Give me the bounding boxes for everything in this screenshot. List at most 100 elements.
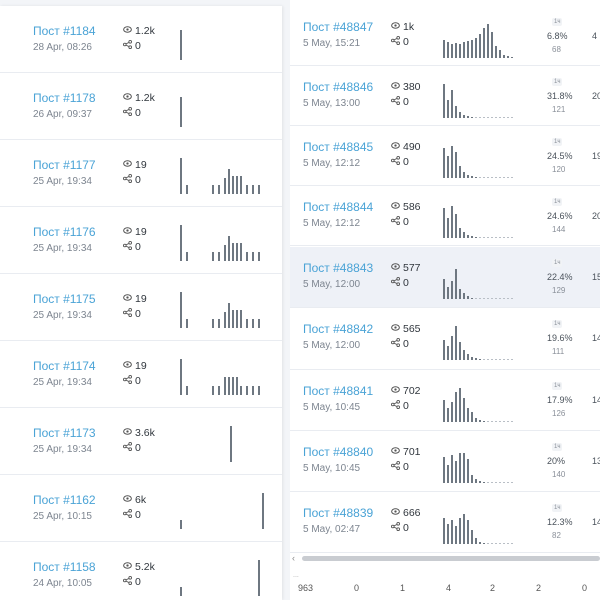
post-row[interactable]: Пост #1176 25 Apr, 19:34 19 0 — [0, 207, 282, 274]
sparkline-bar — [479, 542, 481, 544]
share-icon — [123, 576, 132, 588]
views-count: 1.2k — [135, 92, 155, 104]
post-title-link[interactable]: Пост #1158 — [33, 560, 96, 574]
post-title-link[interactable]: Пост #48844 — [303, 200, 374, 214]
sparkline-bar — [467, 41, 469, 58]
post-title-link[interactable]: Пост #48845 — [303, 140, 374, 154]
sparkline-empty — [503, 237, 505, 238]
views-sparkline — [180, 20, 272, 60]
views-count: 701 — [403, 446, 421, 458]
post-row[interactable]: Пост #1178 26 Apr, 09:37 1.2k 0 — [0, 73, 282, 140]
post-title-link[interactable]: Пост #1174 — [33, 359, 96, 373]
footer-total: 963 — [298, 583, 314, 593]
period-badge: 1ч — [552, 259, 563, 267]
share-icon — [391, 338, 400, 350]
sparkline-bar — [455, 392, 457, 422]
sparkline-bar — [180, 292, 182, 328]
post-title-link[interactable]: Пост #1184 — [33, 24, 96, 38]
sparkline-bar — [463, 42, 465, 58]
sparkline-bar — [467, 296, 469, 299]
post-title-link[interactable]: Пост #1178 — [33, 91, 96, 105]
post-row[interactable]: Пост #48839 5 May, 02:47 666 0 1ч 12.3% 82 14 — [290, 492, 600, 553]
scroll-left-arrow-icon[interactable]: ‹ — [292, 553, 295, 563]
post-row[interactable]: Пост #48847 5 May, 15:21 1k 0 1ч 6.8% 68 4 — [290, 6, 600, 66]
post-row[interactable]: Пост #1174 25 Apr, 19:34 19 0 — [0, 341, 282, 408]
sparkline-bar — [475, 38, 477, 58]
post-title-link[interactable]: Пост #1177 — [33, 158, 96, 172]
post-date: 25 Apr, 19:34 — [33, 310, 92, 321]
scrollbar-thumb[interactable] — [302, 556, 600, 561]
sparkline-bar — [471, 40, 473, 58]
eye-icon — [123, 494, 132, 506]
sparkline-bar — [236, 377, 238, 395]
engagement-count: 68 — [552, 45, 561, 54]
shares-count: 0 — [403, 277, 409, 289]
post-title-link[interactable]: Пост #48842 — [303, 322, 374, 336]
post-row[interactable]: Пост #1177 25 Apr, 19:34 19 0 — [0, 140, 282, 207]
post-row[interactable]: Пост #48843 5 May, 12:00 577 0 1ч 22.4% 129 15 — [290, 247, 600, 308]
sparkline-bar — [475, 237, 477, 238]
sparkline-bar — [443, 40, 445, 58]
sparkline-bar — [479, 481, 481, 483]
engagement-percent: 24.6% — [547, 211, 573, 221]
sparkline-empty — [479, 117, 481, 118]
share-icon — [391, 277, 400, 289]
post-row[interactable]: Пост #48842 5 May, 12:00 565 0 1ч 19.6% 111 14 — [290, 308, 600, 370]
post-date: 25 Apr, 19:34 — [33, 444, 92, 455]
next-column-value: 20 — [592, 211, 600, 221]
sparkline-bar — [463, 350, 465, 360]
post-row[interactable]: Пост #1173 25 Apr, 19:34 3.6k 0 — [0, 408, 282, 475]
post-title-link[interactable]: Пост #48841 — [303, 384, 374, 398]
sparkline-bar — [180, 225, 182, 261]
views-count: 6k — [135, 494, 147, 506]
post-title-link[interactable]: Пост #1173 — [33, 426, 96, 440]
sparkline-bar — [236, 310, 238, 328]
post-row[interactable]: Пост #48845 5 May, 12:12 490 0 1ч 24.5% 120 19 — [290, 126, 600, 186]
sparkline-bar — [186, 185, 188, 194]
horizontal-scrollbar[interactable]: ‹ — [292, 553, 600, 565]
post-title-link[interactable]: Пост #48843 — [303, 261, 374, 275]
post-title-link[interactable]: Пост #1176 — [33, 225, 96, 239]
shares-metric: 0 — [391, 338, 409, 350]
shares-metric: 0 — [123, 576, 141, 588]
shares-count: 0 — [403, 36, 409, 48]
next-column-value: 19 — [592, 151, 600, 161]
sparkline-bar — [455, 106, 457, 118]
sparkline-bar — [459, 388, 461, 422]
post-row[interactable]: Пост #1175 25 Apr, 19:34 19 0 — [0, 274, 282, 341]
post-title-link[interactable]: Пост #48846 — [303, 80, 374, 94]
sparkline-empty — [499, 117, 501, 118]
post-title-link[interactable]: Пост #48839 — [303, 506, 374, 520]
sparkline-bar — [463, 172, 465, 178]
views-sparkline — [443, 382, 533, 422]
post-title-link[interactable]: Пост #1162 — [33, 493, 96, 507]
sparkline-empty — [499, 359, 501, 360]
sparkline-bar — [230, 426, 232, 462]
sparkline-bar — [455, 43, 457, 58]
eye-icon — [391, 507, 400, 519]
post-title-link[interactable]: Пост #48840 — [303, 445, 374, 459]
sparkline-bar — [447, 100, 449, 118]
sparkline-bar — [240, 243, 242, 261]
post-row[interactable]: Пост #48840 5 May, 10:45 701 0 1ч 20% 140 13 — [290, 431, 600, 492]
post-row[interactable]: Пост #48841 5 May, 10:45 702 0 1ч 17.9% 126 14 — [290, 370, 600, 431]
sparkline-bar — [459, 453, 461, 483]
post-row[interactable]: Пост #48846 5 May, 13:00 380 0 1ч 31.8% 121 20 — [290, 66, 600, 126]
post-row[interactable]: Пост #1158 24 Apr, 10:05 5.2k 0 — [0, 542, 282, 600]
eye-icon — [391, 201, 400, 213]
post-title-link[interactable]: Пост #48847 — [303, 20, 374, 34]
post-row[interactable]: Пост #1162 25 Apr, 10:15 6k 0 — [0, 475, 282, 542]
post-row[interactable]: Пост #1184 28 Apr, 08:26 1.2k 0 — [0, 6, 282, 73]
engagement-count: 144 — [552, 225, 566, 234]
sparkline-empty — [507, 359, 509, 360]
views-metric: 577 — [391, 262, 421, 274]
sparkline-empty — [511, 482, 513, 483]
post-title-link[interactable]: Пост #1175 — [33, 292, 96, 306]
sparkline-empty — [495, 177, 497, 178]
sparkline-bar — [447, 287, 449, 299]
sparkline-bar — [180, 158, 182, 194]
shares-count: 0 — [135, 375, 141, 387]
sparkline-bar — [218, 319, 220, 328]
post-row[interactable]: Пост #48844 5 May, 12:12 586 0 1ч 24.6% 144 20 — [290, 186, 600, 246]
sparkline-empty — [507, 117, 509, 118]
